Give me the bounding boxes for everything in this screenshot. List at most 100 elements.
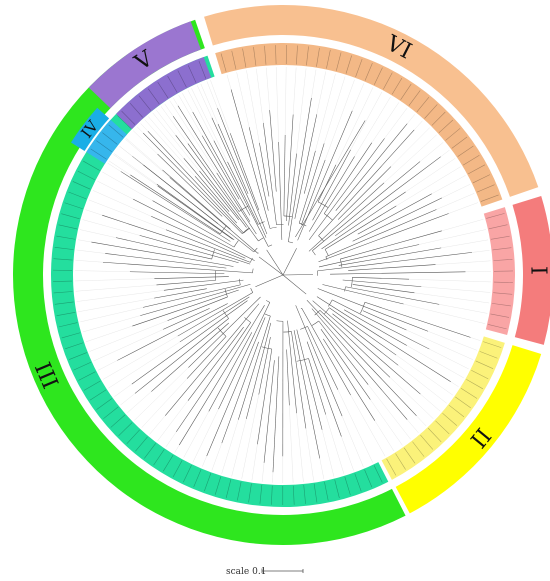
clade-vi-stem	[282, 248, 297, 276]
clade-iii-branch	[192, 111, 251, 216]
clade-i-branch	[318, 244, 420, 268]
clade-iii-guide	[113, 154, 158, 187]
clade-i-tip-label	[486, 213, 505, 219]
clade-ii-branch	[316, 296, 451, 382]
clade-ii-branch	[320, 329, 371, 400]
clade-vi-branch	[317, 164, 337, 203]
clade-v-branch	[187, 143, 259, 242]
clade-ii-tip-label	[455, 396, 471, 409]
clade-vi-tip-label	[445, 128, 461, 141]
clade-ii-branch	[362, 310, 407, 331]
clade-iii-node	[264, 313, 271, 317]
clade-vi-branch	[325, 209, 437, 257]
clade-vi-branch	[323, 142, 373, 214]
clade-vi-guide	[448, 202, 479, 214]
clade-i-guide	[409, 279, 491, 283]
clade-iii-tip-label	[103, 406, 119, 419]
clade-iii-branch	[221, 341, 259, 444]
clade-iii-guide	[231, 418, 247, 477]
clade-vi-guide	[371, 102, 400, 143]
clade-ii-tip-band	[381, 336, 505, 480]
clade-iii-branch	[102, 214, 251, 265]
clade-iv-guide	[108, 160, 131, 176]
clade-vi-tip-band	[215, 43, 503, 207]
clade-iv-branch	[169, 177, 259, 254]
clade-vi-node	[324, 213, 333, 221]
clade-iii-guide	[102, 171, 153, 201]
clade-iii-guide	[127, 391, 152, 413]
clade-iii-guide	[88, 199, 167, 230]
clade-vi-node	[317, 201, 329, 208]
clade-ii-ring	[395, 345, 542, 514]
clade-iii-branch	[287, 320, 297, 414]
clade-v-node	[242, 228, 249, 234]
clade-vi-branch	[294, 114, 318, 219]
clade-vi-tip-label	[253, 46, 257, 66]
clade-iii-branch	[179, 296, 250, 343]
clade-iii-guide	[321, 429, 335, 477]
clade-ii-tip-label	[475, 360, 494, 369]
clade-ii-branch	[323, 338, 376, 421]
clade-v-branch	[213, 140, 269, 247]
clade-iii-guide	[108, 341, 180, 389]
clade-iii-branch	[286, 349, 290, 406]
clade-ii-branch	[332, 313, 399, 366]
clade-vi-guide	[405, 158, 456, 192]
clade-vi-tip-label	[296, 45, 298, 65]
clade-vi-guide	[352, 83, 365, 111]
clade-vi-guide	[390, 127, 430, 167]
clade-iii-tip-label	[68, 191, 87, 200]
clade-iii-branch	[206, 317, 266, 457]
clade-iii-branch	[156, 279, 216, 286]
clade-v-branch	[143, 132, 243, 234]
clade-iii-guide	[191, 88, 228, 162]
clade-iii-branch	[186, 336, 227, 379]
clade-i-guide	[421, 286, 491, 293]
clade-iii-branch	[238, 315, 271, 420]
clade-ii-branch	[364, 302, 471, 338]
clade-iii-tip-label	[89, 389, 107, 401]
clade-vi-branch	[308, 182, 385, 252]
clade-iii-guide	[82, 219, 140, 236]
clade-v-guide	[178, 94, 203, 136]
clade-iii-branch	[91, 241, 234, 267]
clade-ii-branch	[319, 310, 391, 378]
clade-iii-branch	[246, 322, 272, 420]
clade-v-tip-label	[177, 70, 187, 88]
clade-iii-branch	[132, 289, 239, 327]
clade-i-guide	[441, 219, 484, 231]
clade-i-node	[351, 277, 353, 287]
clade-iii-guide	[200, 83, 219, 125]
clade-iv-tip-label	[108, 124, 124, 138]
clade-ii-stem	[282, 274, 307, 295]
clade-vi-tip-label	[416, 97, 430, 113]
clade-iii-guide	[75, 284, 157, 292]
clade-vi-guide	[226, 74, 232, 90]
clade-iii-node	[222, 310, 229, 319]
clade-iii-branch	[177, 105, 251, 222]
clade-vi-tip-label	[242, 48, 247, 68]
clade-iii-node	[283, 331, 292, 333]
long-branch	[295, 120, 366, 238]
clade-iii-branch	[227, 161, 259, 225]
clade-vi-ring	[204, 5, 539, 197]
clade-ii-tip-label	[435, 420, 450, 435]
clade-i-tip-label	[492, 303, 511, 307]
clade-iii-branch	[229, 133, 260, 211]
clade-iii-tip-label	[118, 422, 133, 437]
clade-iii-guide	[261, 462, 265, 482]
clade-vi-node	[283, 215, 293, 217]
clade-iii-branch	[272, 356, 280, 473]
clade-iii-tip-label	[271, 485, 273, 505]
clade-vi-guide	[276, 67, 279, 143]
clade-iii-branch	[167, 296, 228, 321]
clade-iii-tip-label	[61, 213, 80, 220]
clade-vi-guide	[316, 71, 326, 115]
clade-iii-branch	[139, 235, 239, 263]
clade-ii-guide	[450, 381, 459, 387]
clade-iii-tip-label	[172, 460, 183, 478]
clade-iii-node	[265, 300, 270, 303]
clade-iii-node	[224, 288, 228, 298]
clade-vi-guide	[256, 68, 264, 123]
clade-vi-branch	[308, 138, 385, 241]
